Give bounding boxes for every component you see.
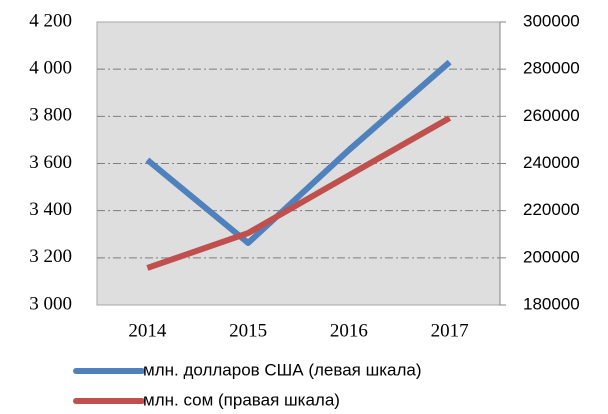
- legend-label: млн. сом (правая шкала): [143, 390, 340, 409]
- y2-tick-label: 180000: [523, 294, 580, 313]
- y2-tick-label: 300000: [523, 11, 580, 30]
- y2-tick-label: 260000: [523, 106, 580, 125]
- series-line: [146, 115, 452, 271]
- y-tick-label: 3 600: [29, 152, 72, 173]
- y-tick-label: 3 400: [29, 199, 72, 220]
- legend-label: млн. долларов США (левая шкала): [143, 360, 422, 379]
- y-tick-label: 4 200: [29, 10, 72, 31]
- y-tick-label: 4 000: [29, 58, 72, 79]
- y-tick-label: 3 200: [29, 246, 72, 267]
- y2-tick-label: 200000: [523, 247, 580, 266]
- y2-tick-label: 280000: [523, 59, 580, 78]
- y-tick-label: 3 800: [29, 105, 72, 126]
- series-line: [145, 59, 452, 246]
- x-tick-label: 2015: [229, 320, 267, 341]
- x-tick-label: 2016: [330, 320, 368, 341]
- x-tick-label: 2017: [431, 320, 469, 341]
- y-tick-label: 3 000: [29, 293, 72, 314]
- x-tick-label: 2014: [128, 320, 167, 341]
- y2-tick-label: 220000: [523, 200, 580, 219]
- y2-tick-label: 240000: [523, 153, 580, 172]
